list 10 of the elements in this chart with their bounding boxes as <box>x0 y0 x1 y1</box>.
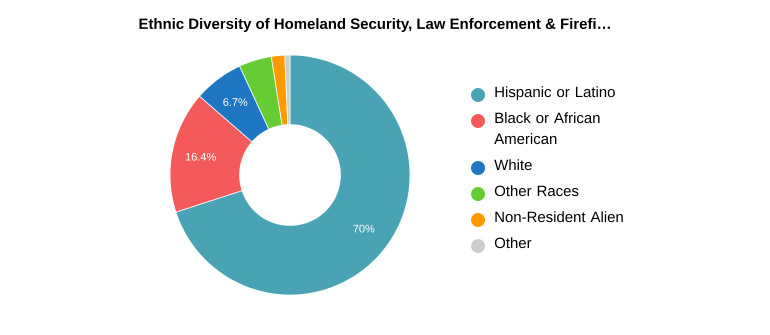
chart-title: Ethnic Diversity of Homeland Security, Law Enforcement & Firefi… <box>139 18 610 32</box>
data-label: 70% <box>353 224 374 232</box>
legend-label: White <box>494 159 532 170</box>
data-label: 16.4% <box>186 152 216 161</box>
legend-label: Black or African American <box>494 112 600 144</box>
legend-label: Other <box>494 237 532 248</box>
data-label: 6.7% <box>223 98 248 106</box>
legend-label: Hispanic or Latino <box>495 86 615 100</box>
legend-label: Other Races <box>494 185 578 196</box>
legend-label: Non-Resident Alien <box>495 211 623 222</box>
